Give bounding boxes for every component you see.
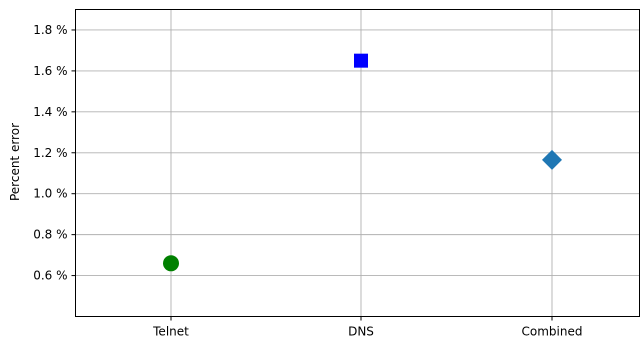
y-tick-label: 0.8 % bbox=[33, 228, 67, 242]
marker-telnet bbox=[163, 255, 179, 272]
y-tick-label: 1.4 % bbox=[33, 105, 67, 119]
y-tick-label: 1.0 % bbox=[33, 187, 67, 201]
y-tick-label: 1.8 % bbox=[33, 23, 67, 37]
plot-frame bbox=[75, 9, 640, 317]
x-tick-label: Combined bbox=[522, 325, 583, 339]
x-tick-label: DNS bbox=[348, 325, 374, 339]
marker-dns bbox=[354, 53, 368, 68]
y-axis-ticks: 0.6 % 0.8 % 1.0 % 1.2 % 1.4 % 1.6 % 1.8 % bbox=[33, 23, 76, 283]
data-markers bbox=[163, 53, 562, 272]
y-tick-label: 1.6 % bbox=[33, 64, 67, 78]
y-tick-label: 1.2 % bbox=[33, 146, 67, 160]
y-tick-label: 0.6 % bbox=[33, 269, 67, 283]
grid-lines bbox=[75, 9, 640, 317]
y-axis-label: Percent error bbox=[8, 123, 22, 201]
x-axis-ticks: Telnet DNS Combined bbox=[152, 316, 583, 339]
x-tick-label: Telnet bbox=[152, 325, 189, 339]
marker-combined bbox=[542, 149, 562, 170]
